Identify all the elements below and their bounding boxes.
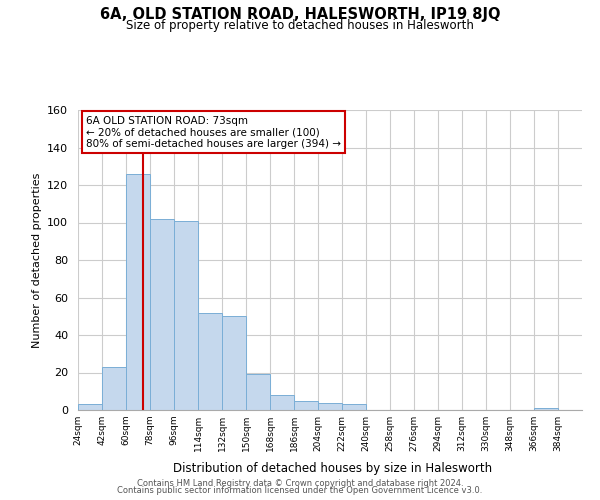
Bar: [246, 374, 270, 410]
Bar: [342, 404, 366, 410]
Bar: [150, 219, 174, 410]
Text: Distribution of detached houses by size in Halesworth: Distribution of detached houses by size …: [173, 462, 493, 475]
Bar: [270, 395, 294, 410]
Bar: [174, 220, 198, 410]
Bar: [78, 404, 102, 410]
Text: 6A OLD STATION ROAD: 73sqm
← 20% of detached houses are smaller (100)
80% of sem: 6A OLD STATION ROAD: 73sqm ← 20% of deta…: [86, 116, 341, 149]
Bar: [582, 408, 600, 410]
Y-axis label: Number of detached properties: Number of detached properties: [32, 172, 41, 348]
Bar: [198, 312, 222, 410]
Bar: [294, 400, 318, 410]
Text: 6A, OLD STATION ROAD, HALESWORTH, IP19 8JQ: 6A, OLD STATION ROAD, HALESWORTH, IP19 8…: [100, 8, 500, 22]
Bar: [222, 316, 246, 410]
Text: Contains public sector information licensed under the Open Government Licence v3: Contains public sector information licen…: [118, 486, 482, 495]
Bar: [318, 402, 342, 410]
Bar: [126, 174, 150, 410]
Bar: [534, 408, 558, 410]
Text: Contains HM Land Registry data © Crown copyright and database right 2024.: Contains HM Land Registry data © Crown c…: [137, 478, 463, 488]
Bar: [102, 367, 126, 410]
Text: Size of property relative to detached houses in Halesworth: Size of property relative to detached ho…: [126, 19, 474, 32]
